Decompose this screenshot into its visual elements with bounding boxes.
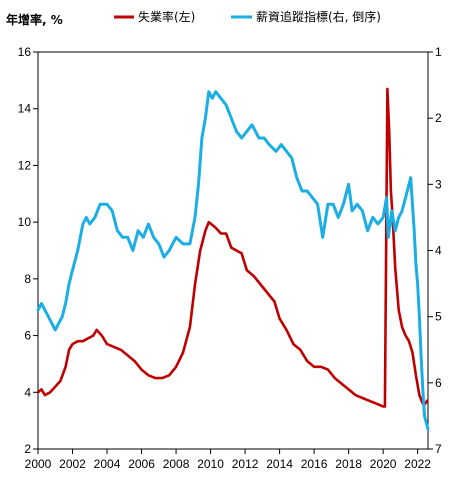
series-layer — [36, 87, 430, 431]
x-tick-label: 2012 — [232, 457, 259, 471]
series-line-wage-tracker — [36, 90, 430, 431]
y-right-tick-label: 3 — [435, 177, 442, 191]
x-tick-label: 2004 — [94, 457, 121, 471]
y-left-tick-label: 6 — [24, 329, 31, 343]
legend: 失業率(左) 薪資追蹤指標(右, 倒序) — [114, 9, 381, 24]
x-tick-label: 2000 — [25, 457, 52, 471]
x-tick-label: 2014 — [266, 457, 293, 471]
series-line-unemployment — [36, 87, 429, 408]
y-right-tick-label: 5 — [435, 310, 442, 324]
legend-label-wage-tracker: 薪資追蹤指標(右, 倒序) — [256, 9, 381, 24]
x-tick-label: 2010 — [197, 457, 224, 471]
y-left-tick-label: 14 — [18, 102, 32, 116]
y-right-tick-label: 4 — [435, 244, 442, 258]
x-tick-label: 2016 — [301, 457, 328, 471]
x-tick-label: 2002 — [59, 457, 86, 471]
y-left-tick-label: 12 — [18, 158, 32, 172]
y-left-tick-label: 4 — [24, 385, 31, 399]
legend-label-unemployment: 失業率(左) — [138, 9, 195, 24]
y-left-tick-label: 16 — [18, 45, 32, 59]
y-left-tick-label: 10 — [18, 215, 32, 229]
x-tick-label: 2022 — [404, 457, 431, 471]
y-right-tick-label: 2 — [435, 111, 442, 125]
x-tick-label: 2006 — [128, 457, 155, 471]
x-tick-label: 2020 — [370, 457, 397, 471]
y-axis-left-label: 年增率, % — [6, 12, 63, 27]
x-tick-label: 2018 — [335, 457, 362, 471]
plot-area-border — [37, 51, 429, 450]
y-left-tick-label: 8 — [24, 272, 31, 286]
y-right-tick-label: 1 — [435, 45, 442, 59]
y-left-tick-label: 2 — [24, 442, 31, 456]
y-right-tick-label: 7 — [435, 442, 442, 456]
x-tick-label: 2008 — [163, 457, 190, 471]
y-right-tick-label: 6 — [435, 376, 442, 390]
plot-frame — [37, 51, 429, 450]
